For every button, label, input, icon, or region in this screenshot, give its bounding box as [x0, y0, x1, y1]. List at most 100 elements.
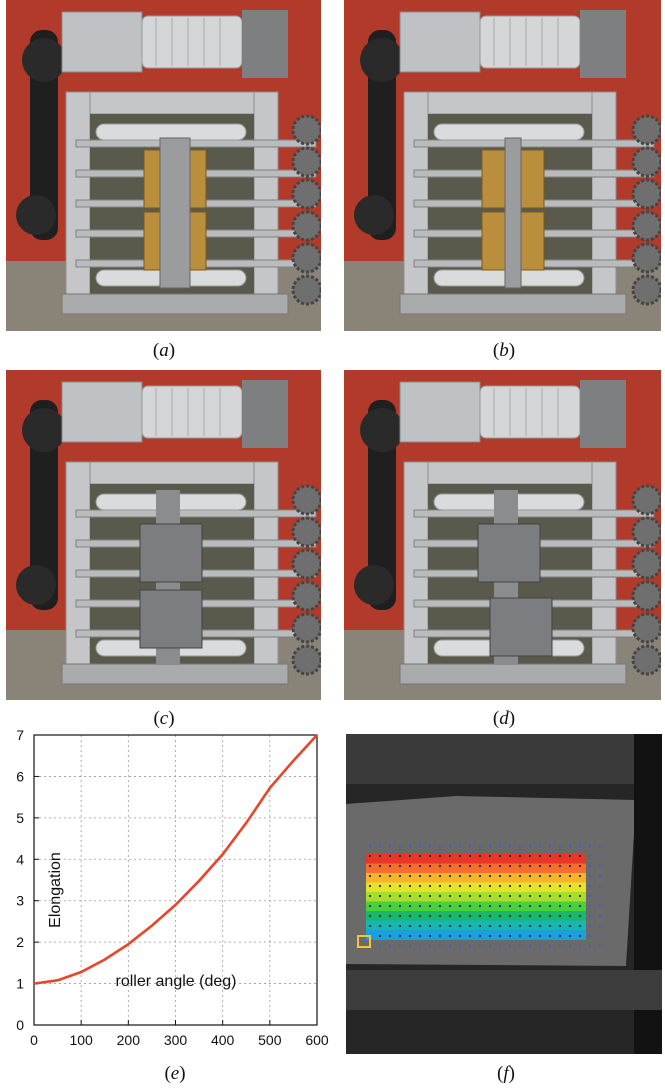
dic-grid-point [378, 844, 382, 848]
drive-belt [368, 30, 396, 240]
dic-grid-point [418, 864, 422, 868]
motor-mount [61, 11, 143, 73]
dic-grid-point [568, 894, 572, 898]
dic-grid-point [408, 884, 412, 888]
dic-grid-point [568, 884, 572, 888]
dic-grid-point [398, 884, 402, 888]
dic-grid-point [568, 844, 572, 848]
dic-grid-point [568, 924, 572, 928]
dic-grid-point [368, 924, 372, 928]
dic-grid-point [398, 904, 402, 908]
dic-grid-point [408, 864, 412, 868]
reference-marker [357, 935, 371, 948]
dic-grid-point [408, 874, 412, 878]
drive-belt [30, 400, 58, 610]
gear [631, 242, 661, 274]
dic-grid-point [518, 864, 522, 868]
dic-grid-point [548, 844, 552, 848]
dic-grid-point [558, 874, 562, 878]
dic-grid-point [468, 874, 472, 878]
dic-grid-point [548, 934, 552, 938]
dic-grid-point [508, 864, 512, 868]
caption-b: (b) [492, 340, 516, 361]
dic-grid-point [538, 924, 542, 928]
dic-grid-point [368, 894, 372, 898]
dic-grid-point [388, 844, 392, 848]
dic-grid-point [538, 884, 542, 888]
dic-grid-point [558, 844, 562, 848]
dic-grid-point [548, 854, 552, 858]
dic-grid-point [558, 914, 562, 918]
dic-grid-point [418, 884, 422, 888]
dic-grid-point [548, 884, 552, 888]
dic-grid-point [588, 914, 592, 918]
dic-grid-point [598, 844, 602, 848]
dic-grid-point [568, 864, 572, 868]
dic-grid-point [578, 914, 582, 918]
dic-grid-point [488, 884, 492, 888]
dic-grid-point [548, 894, 552, 898]
dic-grid-point [498, 924, 502, 928]
dic-grid-point [368, 854, 372, 858]
gear [631, 178, 661, 210]
left-frame [403, 461, 429, 683]
belt-pulley-bottom [16, 565, 56, 605]
top-crossbar [403, 461, 615, 485]
dic-grid-point [538, 864, 542, 868]
base-plate [399, 663, 627, 685]
dic-grid-point [398, 914, 402, 918]
dic-grid-point [548, 904, 552, 908]
dic-grid-point [468, 904, 472, 908]
guide-rod [413, 509, 655, 518]
x-tick-label: 300 [164, 1032, 188, 1048]
base-plate [61, 293, 289, 315]
dic-grid-point [398, 944, 402, 948]
dic-grid-point [408, 904, 412, 908]
dic-grid-point [528, 914, 532, 918]
dic-grid-point [378, 924, 382, 928]
dic-grid-point [418, 904, 422, 908]
caption-e: (e) [164, 1063, 186, 1084]
dic-grid-point [598, 864, 602, 868]
dic-grid-point [588, 944, 592, 948]
strain-band [366, 873, 586, 883]
gear [631, 548, 661, 580]
dic-grid-point [538, 914, 542, 918]
y-tick-label: 7 [16, 728, 24, 743]
dic-grid-point [388, 904, 392, 908]
dic-grid-point [508, 904, 512, 908]
dic-grid-point [408, 944, 412, 948]
gear [631, 580, 661, 612]
belt-pulley-top [360, 408, 404, 452]
dic-grid-point [538, 894, 542, 898]
gear [291, 274, 321, 306]
dic-grid-point [458, 944, 462, 948]
dic-grid-point [468, 894, 472, 898]
dic-grid-point [438, 894, 442, 898]
apparatus-photo-b [344, 0, 661, 331]
steel-clamp-lower [139, 589, 203, 649]
apparatus-photo-a [6, 0, 321, 331]
dic-grid-point [528, 884, 532, 888]
dic-grid-point [388, 874, 392, 878]
dic-grid-point [468, 884, 472, 888]
belt-pulley-bottom [354, 195, 394, 235]
dic-grid-point [438, 944, 442, 948]
elongation-chart-panel: 0 100 200 300 400 500 600 0 1 2 3 4 5 6 7 Elongation r… [0, 728, 335, 1060]
dic-grid-point [548, 914, 552, 918]
dic-grid-point [418, 844, 422, 848]
dic-grid-point [508, 874, 512, 878]
dic-grid-point [588, 894, 592, 898]
dic-grid-point [398, 874, 402, 878]
dic-grid-point [448, 864, 452, 868]
dic-grid-point [448, 854, 452, 858]
dic-grid-point [448, 894, 452, 898]
dic-grid-point [448, 944, 452, 948]
dic-grid-point [388, 864, 392, 868]
dic-grid-point [578, 944, 582, 948]
elongation-chart: 0 100 200 300 400 500 600 0 1 2 3 4 5 6 7 Elongation r… [16, 728, 329, 1048]
x-tick-label: 600 [305, 1032, 329, 1048]
dic-grid-point [468, 844, 472, 848]
dic-grid-point [578, 894, 582, 898]
dic-grid-point [438, 914, 442, 918]
